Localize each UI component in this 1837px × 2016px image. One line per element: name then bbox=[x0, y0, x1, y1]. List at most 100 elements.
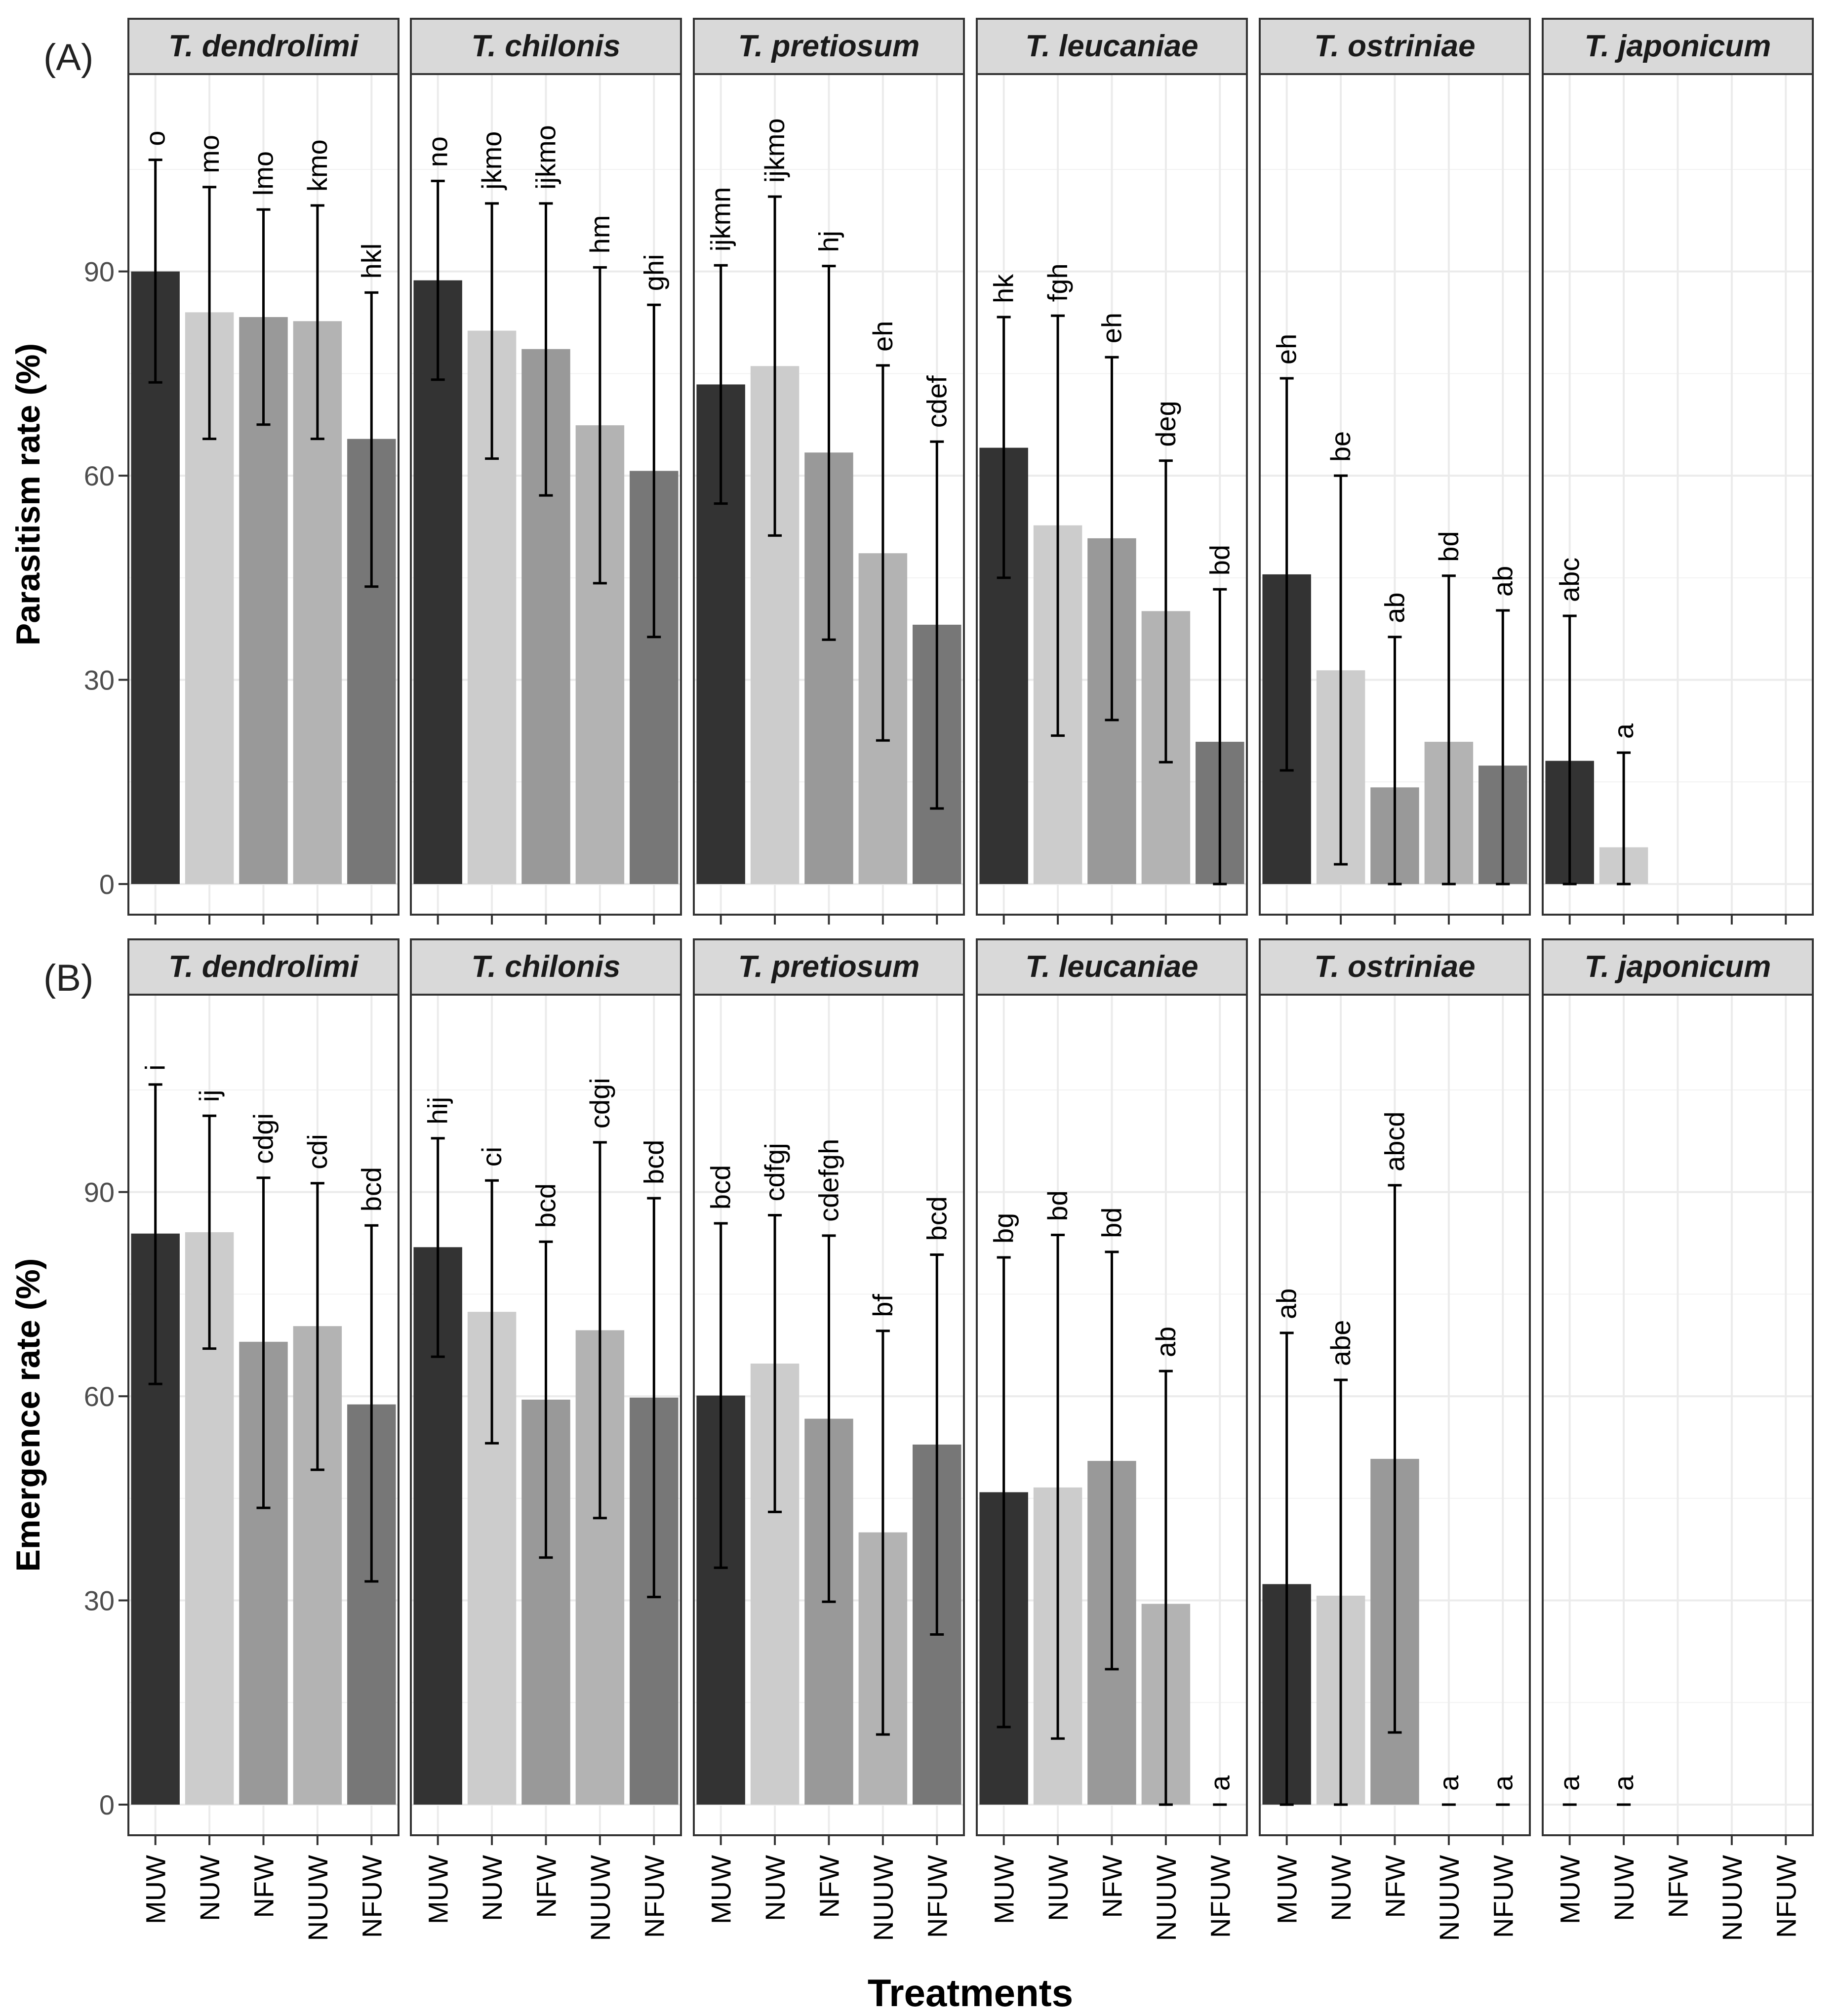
x-axis-title: Treatments bbox=[868, 1971, 1073, 2015]
x-tick-label: NFUW bbox=[639, 1855, 670, 1938]
x-tick-label: NFW bbox=[248, 1855, 280, 1918]
x-tick-label: NUUW bbox=[1434, 1855, 1465, 1941]
significance-letter: eh bbox=[1271, 334, 1302, 364]
facet-strip-label: T. ostriniae bbox=[1314, 29, 1475, 63]
significance-letter: cdfgj bbox=[759, 1143, 790, 1201]
y-axis-title: Emergence rate (%) bbox=[9, 1258, 47, 1572]
x-tick-label: NUUW bbox=[868, 1855, 899, 1941]
x-tick-label: NUW bbox=[1608, 1855, 1639, 1921]
x-tick-label: NUW bbox=[194, 1855, 225, 1921]
significance-letter: bcd bbox=[356, 1167, 387, 1211]
significance-letter: ab bbox=[1487, 566, 1518, 597]
facet-strip-label: T. dendrolimi bbox=[168, 29, 359, 63]
x-tick-label: NUUW bbox=[1717, 1855, 1748, 1941]
x-tick-label: NFW bbox=[814, 1855, 845, 1918]
facet-strip-label: T. pretiosum bbox=[738, 950, 919, 984]
y-tick-label: 60 bbox=[84, 1381, 115, 1412]
significance-letter: ab bbox=[1150, 1327, 1181, 1357]
facet-strip-label: T. leucaniae bbox=[1025, 29, 1198, 63]
significance-letter: cdgi bbox=[584, 1078, 615, 1129]
y-tick-label: 0 bbox=[99, 1789, 115, 1820]
significance-letter: a bbox=[1554, 1775, 1585, 1791]
facet-strip-label: T. pretiosum bbox=[738, 29, 919, 63]
facet-strip-label: T. chilonis bbox=[472, 950, 621, 984]
significance-letter: hm bbox=[584, 215, 615, 254]
panel-tag: (B) bbox=[43, 957, 93, 999]
significance-letter: a bbox=[1608, 1775, 1639, 1791]
facet-strip-label: T. leucaniae bbox=[1025, 950, 1198, 984]
y-tick-label: 90 bbox=[84, 1177, 115, 1208]
significance-letter: hk bbox=[988, 274, 1019, 303]
x-tick-label: NFUW bbox=[1204, 1855, 1236, 1938]
y-tick-label: 30 bbox=[84, 1585, 115, 1616]
significance-letter: ijkmo bbox=[530, 125, 561, 190]
significance-letter: ij bbox=[194, 1089, 225, 1102]
significance-letter: cdef bbox=[921, 375, 952, 428]
facet-strip-label: T. chilonis bbox=[472, 29, 621, 63]
x-tick-label: NFUW bbox=[921, 1855, 953, 1938]
significance-letter: eh bbox=[1096, 313, 1127, 343]
significance-letter: bd bbox=[1042, 1190, 1073, 1221]
significance-letter: ci bbox=[476, 1147, 507, 1167]
significance-letter: lmo bbox=[248, 151, 279, 196]
y-tick-label: 0 bbox=[99, 869, 115, 900]
significance-letter: bf bbox=[867, 1294, 898, 1317]
x-tick-label: MUW bbox=[140, 1855, 171, 1924]
y-tick-label: 90 bbox=[84, 256, 115, 287]
x-tick-label: NUUW bbox=[302, 1855, 333, 1941]
significance-letter: hij bbox=[422, 1097, 453, 1125]
x-tick-label: NUW bbox=[1042, 1855, 1074, 1921]
significance-letter: i bbox=[140, 1064, 171, 1070]
facet-strip-label: T. dendrolimi bbox=[168, 950, 359, 984]
significance-letter: bcd bbox=[921, 1196, 952, 1241]
x-tick-label: NFUW bbox=[1487, 1855, 1518, 1938]
significance-letter: no bbox=[422, 136, 453, 167]
x-tick-label: MUW bbox=[1555, 1855, 1586, 1924]
significance-letter: deg bbox=[1150, 401, 1181, 446]
x-tick-label: NUUW bbox=[1151, 1855, 1182, 1941]
y-axis-title: Parasitism rate (%) bbox=[9, 343, 47, 645]
significance-letter: ab bbox=[1271, 1289, 1302, 1319]
significance-letter: kmo bbox=[302, 139, 333, 192]
significance-letter: abc bbox=[1554, 558, 1585, 602]
x-tick-label: MUW bbox=[706, 1855, 737, 1924]
significance-letter: ab bbox=[1379, 592, 1410, 623]
significance-letter: ijkmo bbox=[759, 118, 790, 183]
x-tick-label: NUW bbox=[477, 1855, 508, 1921]
significance-letter: bd bbox=[1433, 531, 1464, 562]
significance-letter: hj bbox=[813, 231, 844, 252]
x-tick-label: NFW bbox=[1380, 1855, 1411, 1918]
significance-letter: eh bbox=[867, 321, 898, 352]
faceted-bar-chart: (A)Parasitism rate (%)0306090T. dendroli… bbox=[0, 0, 1837, 2016]
facet-strip-label: T. japonicum bbox=[1585, 950, 1771, 984]
facet-strip-label: T. ostriniae bbox=[1314, 950, 1475, 984]
significance-letter: bg bbox=[988, 1213, 1019, 1244]
significance-letter: bd bbox=[1096, 1208, 1127, 1238]
significance-letter: fgh bbox=[1042, 263, 1073, 302]
significance-letter: bcd bbox=[705, 1165, 736, 1210]
significance-letter: a bbox=[1204, 1775, 1235, 1791]
facet-strip-label: T. japonicum bbox=[1585, 29, 1771, 63]
x-tick-label: NFUW bbox=[356, 1855, 387, 1938]
significance-letter: be bbox=[1325, 431, 1356, 462]
significance-letter: abe bbox=[1325, 1320, 1356, 1366]
significance-letter: a bbox=[1487, 1775, 1518, 1791]
significance-letter: a bbox=[1433, 1775, 1464, 1791]
significance-letter: cdgi bbox=[248, 1113, 279, 1164]
significance-letter: ijkmn bbox=[705, 187, 736, 252]
significance-letter: ghi bbox=[638, 254, 669, 291]
x-tick-label: NUUW bbox=[585, 1855, 616, 1941]
y-tick-label: 30 bbox=[84, 665, 115, 696]
x-tick-label: NFW bbox=[531, 1855, 562, 1918]
significance-letter: bcd bbox=[530, 1183, 561, 1228]
significance-letter: jkmo bbox=[476, 131, 507, 191]
x-tick-label: NUW bbox=[759, 1855, 791, 1921]
x-tick-label: MUW bbox=[1272, 1855, 1303, 1924]
significance-letter: a bbox=[1608, 723, 1639, 739]
significance-letter: o bbox=[140, 130, 171, 146]
significance-letter: cdefgh bbox=[813, 1139, 844, 1222]
significance-letter: mo bbox=[194, 135, 225, 173]
significance-letter: bd bbox=[1204, 545, 1235, 575]
significance-letter: hkl bbox=[356, 243, 387, 279]
significance-letter: cdi bbox=[302, 1134, 333, 1169]
